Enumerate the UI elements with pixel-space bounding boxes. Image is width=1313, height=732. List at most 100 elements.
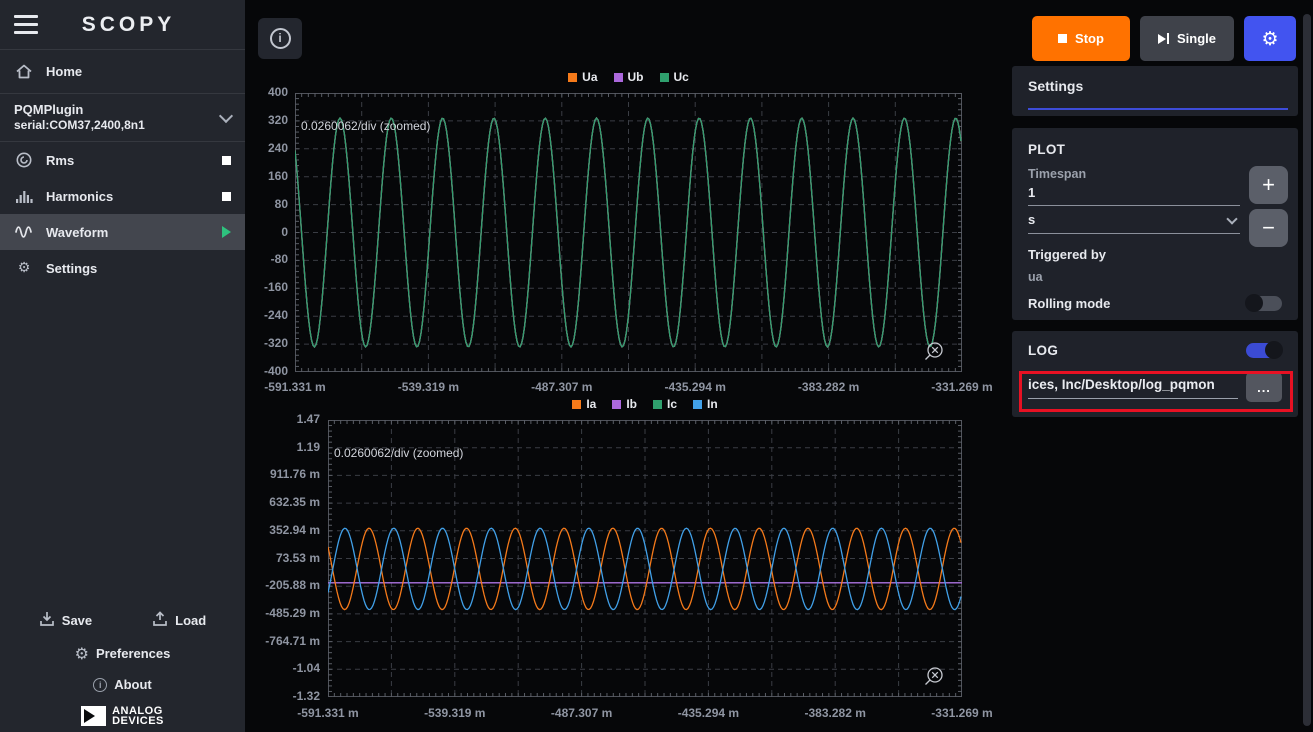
hamburger-menu-icon[interactable]	[8, 5, 52, 45]
save-button[interactable]: Save	[39, 611, 92, 630]
load-icon	[152, 611, 168, 630]
y-axis-tick-label: 352.94 m	[269, 522, 320, 537]
tool-label: Harmonics	[46, 188, 114, 204]
y-axis-tick-label: -80	[270, 252, 288, 267]
waveform-icon	[14, 223, 34, 241]
preferences-button[interactable]: ⚙ Preferences	[74, 644, 171, 663]
timespan-input[interactable]	[1028, 181, 1240, 206]
plot-settings-card: PLOT Timespan s + − Triggered by ua Roll…	[1012, 128, 1298, 320]
settings-title-underline	[1028, 108, 1288, 110]
y-axis-tick-label: 320	[267, 112, 288, 127]
y-axis-tick-label: 1.19	[296, 439, 320, 454]
x-axis-tick-label: -383.282 m	[804, 706, 866, 720]
legend-item-Ic[interactable]: Ic	[653, 397, 677, 411]
x-axis-tick-label: -539.319 m	[424, 706, 486, 720]
y-axis-tick-label: 160	[267, 168, 288, 183]
sidebar-item-waveform[interactable]: Waveform	[0, 214, 245, 250]
y-axis-tick-label: 0	[281, 224, 288, 239]
log-path-input[interactable]	[1028, 375, 1238, 399]
about-button[interactable]: i About	[0, 677, 245, 692]
rolling-mode-label: Rolling mode	[1028, 296, 1111, 311]
y-axis-tick-label: -485.29 m	[265, 605, 320, 620]
plugin-serial: serial:COM37,2400,8n1	[14, 118, 145, 132]
y-axis-tick-label: -1.32	[292, 689, 320, 703]
sidebar-header: SCOPY	[0, 0, 245, 50]
legend-label: Ua	[582, 70, 598, 84]
legend-item-Ia[interactable]: Ia	[572, 397, 596, 411]
legend-item-Uc[interactable]: Uc	[659, 70, 689, 84]
voltage-plot[interactable]	[295, 93, 962, 372]
harmonics-icon	[14, 188, 34, 204]
settings-title: Settings	[1028, 78, 1084, 94]
tool-label: Settings	[46, 260, 98, 276]
sidebar-item-home[interactable]: Home	[0, 50, 245, 94]
timespan-label: Timespan	[1028, 167, 1087, 181]
analog-devices-logo: ANALOG DEVICES	[0, 706, 245, 727]
single-capture-icon	[1157, 33, 1169, 44]
tool-running-indicator[interactable]	[222, 226, 231, 238]
plot-section-title: PLOT	[1028, 142, 1066, 157]
x-axis-tick-label: -591.331 m	[297, 706, 359, 720]
plot-info-button[interactable]: i	[258, 18, 302, 59]
legend-swatch	[613, 72, 623, 82]
zoom-reset-icon[interactable]	[925, 667, 943, 685]
preferences-gear-icon: ⚙	[74, 644, 89, 663]
legend-item-In[interactable]: In	[693, 397, 718, 411]
sidebar-plugin-header[interactable]: PQMPlugin serial:COM37,2400,8n1	[0, 94, 245, 142]
trace-Ia	[328, 527, 962, 611]
load-button[interactable]: Load	[152, 611, 206, 630]
y-axis-tick-label: -320	[263, 336, 288, 351]
y-axis-tick-label: -400	[263, 364, 288, 378]
legend-swatch	[568, 72, 578, 82]
legend-item-Ib[interactable]: Ib	[612, 397, 637, 411]
sidebar: SCOPY Home PQMPlugin serial:COM37,2400,8…	[0, 0, 245, 732]
log-section-title: LOG	[1028, 343, 1059, 358]
scopy-logo: SCOPY	[81, 12, 176, 36]
settings-panel-header: Settings	[1012, 66, 1298, 116]
y-axis-tick-label: -1.04	[292, 661, 320, 676]
timespan-increment-button[interactable]: +	[1249, 166, 1288, 204]
sidebar-item-rms[interactable]: Rms	[0, 142, 245, 178]
x-axis-tick-label: -331.269 m	[931, 380, 993, 394]
y-axis-tick-label: 73.53 m	[275, 550, 320, 565]
adi-triangle-icon	[81, 706, 107, 726]
timespan-unit-dropdown[interactable]: s	[1028, 206, 1240, 234]
legend-label: Ub	[627, 70, 644, 84]
plugin-name: PQMPlugin	[14, 102, 84, 117]
y-axis-tick-label: -764.71 m	[265, 633, 320, 648]
y-axis-tick-label: -205.88 m	[265, 578, 320, 593]
x-axis-tick-label: -435.294 m	[677, 706, 740, 720]
y-axis-tick-label: 80	[274, 196, 288, 211]
x-axis-tick-label: -383.282 m	[797, 380, 860, 394]
legend-swatch	[653, 399, 662, 409]
info-icon: i	[93, 677, 108, 692]
current-plot[interactable]	[328, 420, 962, 697]
legend-item-Ub[interactable]: Ub	[613, 70, 644, 84]
rolling-mode-toggle[interactable]	[1245, 294, 1282, 312]
plot-settings-button[interactable]: ⚙	[1244, 16, 1296, 61]
sidebar-item-settings[interactable]: ⚙ Settings	[0, 250, 245, 286]
legend-item-Ua[interactable]: Ua	[568, 70, 598, 84]
rms-icon	[14, 151, 34, 169]
stop-button[interactable]: Stop	[1032, 16, 1130, 61]
scrollbar[interactable]	[1303, 14, 1311, 726]
legend-label: Ic	[667, 397, 678, 411]
log-toggle[interactable]	[1246, 341, 1283, 359]
browse-button[interactable]: ...	[1246, 372, 1282, 402]
x-axis-tick-label: -487.307 m	[550, 706, 613, 720]
zoom-reset-icon[interactable]	[925, 342, 943, 360]
single-button[interactable]: Single	[1140, 16, 1234, 61]
y-axis-tick-label: -240	[263, 308, 288, 323]
gear-icon: ⚙	[1261, 27, 1279, 50]
tool-stopped-indicator[interactable]	[222, 191, 231, 201]
home-icon	[14, 63, 34, 80]
legend-swatch	[693, 399, 703, 409]
tool-stopped-indicator[interactable]	[222, 155, 231, 165]
timespan-decrement-button[interactable]: −	[1249, 209, 1288, 247]
legend-swatch	[612, 399, 622, 409]
y-axis-tick-label: 400	[267, 85, 288, 99]
chevron-down-icon[interactable]	[218, 108, 234, 123]
unit-value: s	[1028, 212, 1036, 227]
legend-label: Ib	[626, 397, 637, 411]
sidebar-item-harmonics[interactable]: Harmonics	[0, 178, 245, 214]
